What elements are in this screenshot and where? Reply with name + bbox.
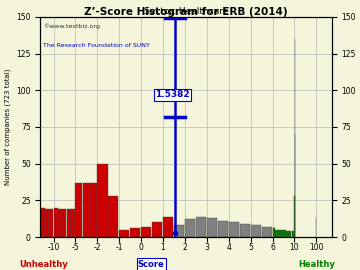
Bar: [286, 231, 289, 237]
Bar: [292, 231, 294, 237]
Bar: [152, 222, 162, 237]
Bar: [218, 221, 228, 237]
Bar: [251, 225, 261, 237]
Bar: [174, 225, 184, 237]
Bar: [278, 230, 280, 237]
Text: 1.5382: 1.5382: [155, 90, 190, 99]
Bar: [240, 224, 250, 237]
Bar: [49, 209, 53, 237]
Bar: [207, 218, 217, 237]
Bar: [62, 209, 66, 237]
Bar: [130, 228, 140, 237]
Bar: [71, 209, 75, 237]
Text: Score: Score: [138, 260, 165, 269]
Bar: [141, 227, 151, 237]
Bar: [40, 208, 45, 237]
Bar: [45, 209, 49, 237]
Text: Unhealthy: Unhealthy: [19, 260, 68, 269]
Bar: [262, 227, 272, 237]
Text: Healthy: Healthy: [298, 260, 335, 269]
Text: ©www.textbiz.org: ©www.textbiz.org: [43, 23, 100, 29]
Bar: [90, 183, 97, 237]
Bar: [273, 228, 275, 237]
Bar: [163, 217, 173, 237]
Bar: [119, 230, 130, 237]
Y-axis label: Number of companies (723 total): Number of companies (723 total): [4, 69, 11, 185]
Bar: [76, 183, 82, 237]
Title: Z’-Score Histogram for ERB (2014): Z’-Score Histogram for ERB (2014): [84, 7, 288, 17]
Bar: [83, 183, 90, 237]
Bar: [67, 209, 71, 237]
Bar: [97, 164, 108, 237]
Bar: [289, 231, 292, 237]
Bar: [283, 230, 286, 237]
Bar: [185, 220, 195, 237]
Bar: [196, 217, 206, 237]
Text: The Research Foundation of SUNY: The Research Foundation of SUNY: [43, 43, 150, 48]
Bar: [281, 230, 283, 237]
Bar: [108, 196, 118, 237]
Bar: [275, 230, 278, 237]
Bar: [58, 209, 62, 237]
Bar: [54, 208, 58, 237]
Bar: [229, 222, 239, 237]
Text: Sector: Healthcare: Sector: Healthcare: [144, 7, 228, 16]
